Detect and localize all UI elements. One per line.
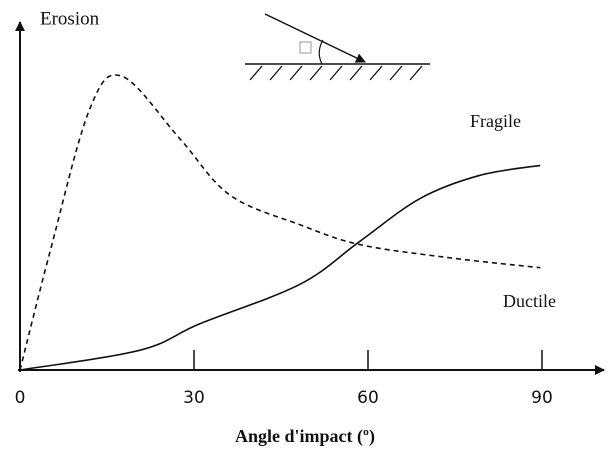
y-axis-label: Erosion	[40, 8, 100, 29]
series-label: Fragile	[470, 111, 521, 131]
x-tick-label: 30	[183, 388, 205, 408]
x-axis-label: Angle d'impact (º)	[235, 426, 375, 447]
x-tick-label: 60	[357, 388, 379, 408]
x-tick-label: 0	[15, 388, 26, 408]
series-label: Ductile	[503, 291, 556, 311]
impact-diagram	[245, 13, 430, 81]
line-series	[19, 74, 541, 371]
line-series	[19, 164, 541, 371]
x-tick-label: 90	[531, 388, 553, 408]
